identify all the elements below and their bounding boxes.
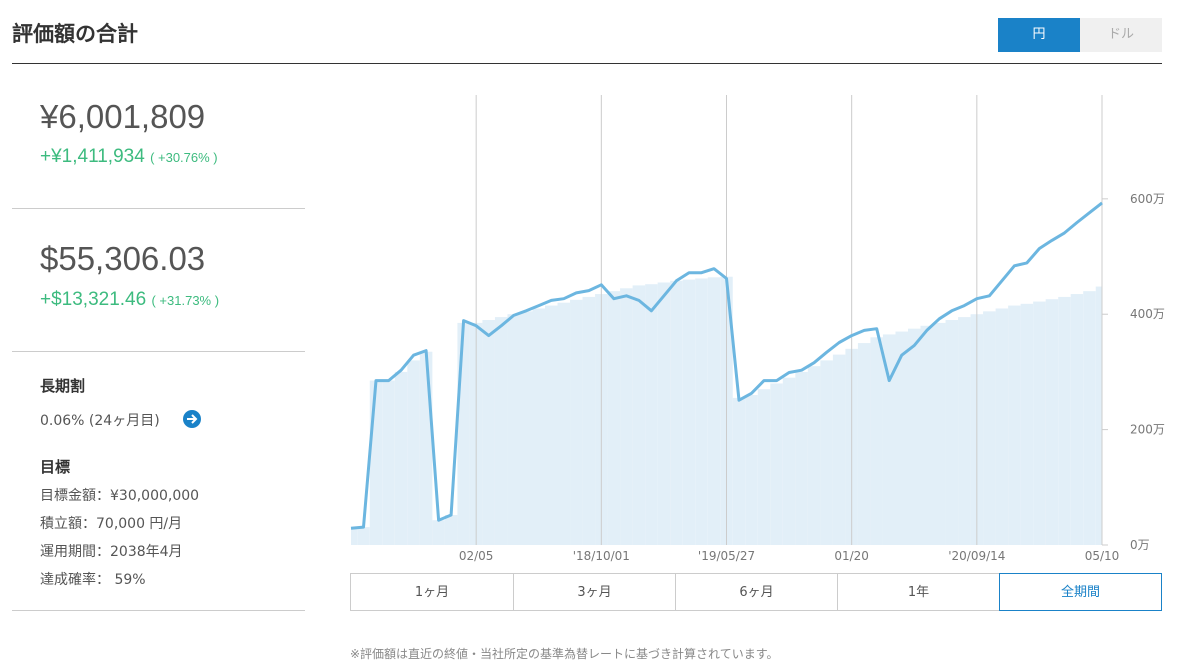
- area-step: [457, 322, 470, 545]
- usd-change-amount: +$13,321.46: [40, 289, 147, 310]
- usd-change: +$13,321.46 ( +31.73% ): [40, 289, 219, 311]
- area-step: [757, 389, 771, 545]
- area-step: [958, 317, 971, 545]
- area-step: [820, 360, 833, 545]
- area-step: [1070, 294, 1084, 545]
- area-step: [920, 325, 934, 545]
- area-step: [532, 308, 546, 545]
- area-step: [419, 351, 433, 545]
- area-step: [707, 277, 721, 545]
- goal-item: 目標金額：¥30,000,000: [40, 488, 200, 504]
- area-step: [983, 311, 996, 545]
- area-step: [645, 284, 658, 545]
- x-tick-label: 05/10: [1085, 549, 1120, 563]
- area-step: [351, 528, 358, 545]
- area-step: [632, 285, 646, 545]
- area-step: [1045, 299, 1059, 545]
- area-step: [557, 302, 571, 545]
- area-step: [995, 308, 1009, 545]
- area-step: [857, 343, 871, 545]
- area-step: [545, 305, 558, 545]
- area-step: [895, 331, 908, 545]
- area-step: [1083, 291, 1096, 545]
- area-step: [745, 395, 758, 545]
- range-button[interactable]: 6ヶ月: [675, 573, 838, 611]
- separator: [12, 351, 305, 352]
- discount-link-icon[interactable]: [182, 409, 202, 429]
- area-step: [432, 520, 445, 545]
- area-step: [870, 337, 883, 545]
- area-step: [620, 288, 633, 545]
- area-step: [444, 515, 458, 545]
- area-step: [782, 377, 796, 545]
- jpy-change-pct: ( +30.76% ): [150, 150, 218, 165]
- area-step: [1095, 286, 1102, 545]
- usd-value: $55,306.03: [40, 240, 206, 277]
- area-step: [832, 354, 846, 545]
- separator: [12, 208, 305, 209]
- area-step: [945, 320, 959, 545]
- area-step: [607, 291, 621, 545]
- area-step: [657, 282, 671, 545]
- area-step: [570, 299, 583, 545]
- separator: [12, 610, 305, 611]
- y-tick-label: 400万: [1130, 307, 1165, 321]
- usd-change-pct: ( +31.73% ): [151, 293, 220, 308]
- toggle-yen[interactable]: 円: [998, 18, 1080, 52]
- range-button[interactable]: 1年: [837, 573, 1000, 611]
- page-title: 評価額の合計: [12, 22, 138, 46]
- area-step: [732, 397, 746, 545]
- discount-text: 0.06% (24ヶ月目): [40, 413, 160, 429]
- area-step: [369, 380, 383, 545]
- y-tick-label: 600万: [1130, 192, 1165, 206]
- area-step: [670, 280, 683, 545]
- toggle-dollar[interactable]: ドル: [1080, 18, 1162, 52]
- goal-item: 達成確率： 59%: [40, 572, 146, 588]
- area-step: [933, 322, 946, 545]
- area-step: [682, 279, 696, 545]
- area-step: [770, 383, 783, 545]
- x-tick-label: '20/09/14: [948, 549, 1005, 563]
- x-tick-label: 02/05: [459, 549, 494, 563]
- value-line: [350, 201, 1103, 530]
- area-step: [1033, 301, 1046, 545]
- area-step: [394, 371, 408, 545]
- area-step: [882, 334, 896, 545]
- jpy-value: ¥6,001,809: [40, 98, 206, 135]
- range-button[interactable]: 1ヶ月: [350, 573, 514, 611]
- area-step: [1058, 296, 1071, 545]
- x-tick-label: 01/20: [834, 549, 869, 563]
- goal-item: 積立額：70,000 円/月: [40, 516, 183, 532]
- area-step: [507, 314, 520, 545]
- discount-title: 長期割: [40, 377, 86, 395]
- header-rule: [12, 63, 1162, 64]
- footnote: ※評価額は直近の終値・当社所定の基準為替レートに基づき計算されています。: [350, 647, 779, 661]
- range-button[interactable]: 全期間: [999, 573, 1162, 611]
- goal-item: 運用期間：2038年4月: [40, 544, 183, 560]
- area-step: [582, 296, 596, 545]
- area-step: [907, 328, 921, 545]
- jpy-change: +¥1,411,934 ( +30.76% ): [40, 146, 218, 168]
- jpy-change-amount: +¥1,411,934: [40, 146, 145, 167]
- x-tick-label: '18/10/01: [573, 549, 630, 563]
- area-step: [382, 380, 395, 545]
- goal-title: 目標: [40, 458, 71, 476]
- x-tick-label: '19/05/27: [698, 549, 755, 563]
- area-step: [1008, 305, 1021, 545]
- area-step: [695, 278, 708, 545]
- area-step: [482, 320, 495, 545]
- area-step: [1020, 303, 1034, 545]
- area-step: [357, 527, 370, 545]
- area-step: [494, 317, 508, 545]
- area-step: [807, 366, 821, 545]
- chart: 02/05 '18/10/01 '19/05/27 01/20 '20/09/14 05/…: [350, 95, 1165, 563]
- area-step: [519, 311, 533, 545]
- y-tick-label: 0万: [1130, 538, 1150, 552]
- y-tick-label: 200万: [1130, 423, 1165, 437]
- area-step: [407, 360, 420, 545]
- area-step: [795, 371, 808, 545]
- range-button[interactable]: 3ヶ月: [513, 573, 676, 611]
